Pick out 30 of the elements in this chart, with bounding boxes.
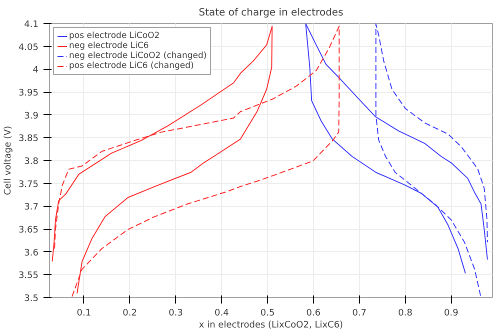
y-tick-label: 3.5 xyxy=(24,294,39,304)
legend-label: pos electrode LiC6 (changed) xyxy=(69,61,194,71)
y-tick-label: 3.65 xyxy=(18,226,39,236)
line-series xyxy=(54,26,340,298)
y-tick-label: 4.05 xyxy=(18,42,39,53)
x-tick-label: 0.4 xyxy=(214,308,230,318)
y-tick-label: 3.6 xyxy=(24,248,39,258)
x-tick-label: 0.8 xyxy=(398,308,413,318)
x-tick-label: 0.3 xyxy=(168,308,183,318)
y-tick-label: 4 xyxy=(32,66,39,76)
y-tick-label: 3.95 xyxy=(18,88,39,98)
x-tick-label: 0.6 xyxy=(306,308,321,318)
y-tick-label: 3.75 xyxy=(18,180,39,190)
y-tick-label: 3.7 xyxy=(24,202,39,213)
y-tick-label: 3.8 xyxy=(24,157,39,167)
x-tick-label: 0.2 xyxy=(122,308,138,318)
x-tick-label: 0.1 xyxy=(76,308,92,318)
legend-label: neg electrode LiC6 xyxy=(69,41,149,51)
chart-title: State of charge in electrodes xyxy=(198,8,344,18)
x-axis-title: x in electrodes (LixCoO2, LixC6) xyxy=(198,320,344,330)
legend-label: neg electrode LiCoO2 (changed) xyxy=(69,51,207,61)
y-tick-label: 3.9 xyxy=(24,111,39,122)
x-tick-label: 0.9 xyxy=(444,308,459,318)
x-tick-label: 0.5 xyxy=(260,308,275,318)
y-tick-label: 4.1 xyxy=(24,20,39,30)
y-axis-title: Cell voltage (V) xyxy=(3,126,14,196)
y-tick-label: 3.55 xyxy=(18,271,39,282)
x-tick-label: 0.7 xyxy=(352,308,367,318)
y-tick-label: 3.85 xyxy=(18,134,39,144)
legend-label: pos electrode LiCoO2 xyxy=(69,31,160,41)
